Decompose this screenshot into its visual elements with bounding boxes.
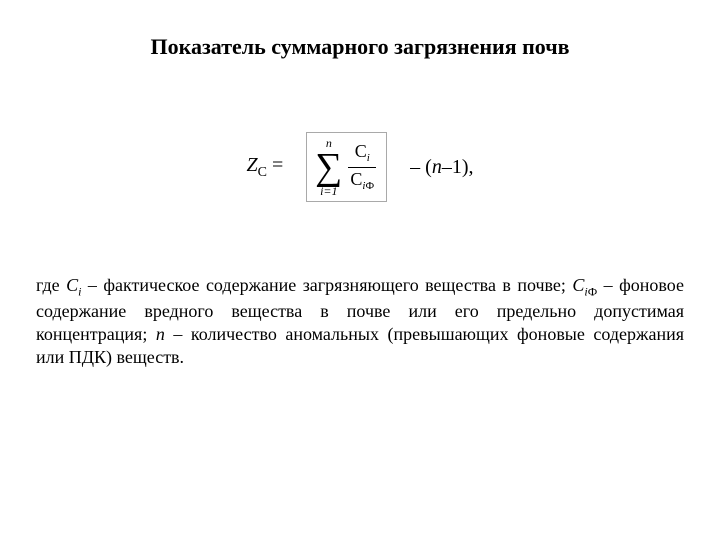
formula-lhs: ZC =: [247, 154, 289, 181]
body-ciphi: CiФ: [572, 275, 597, 295]
num-main: C: [355, 141, 367, 161]
den-sub-phi: Ф: [365, 180, 374, 192]
page-title: Показатель суммарного загрязнения почв: [36, 34, 684, 60]
fraction-denominator: CiФ: [348, 170, 376, 192]
body-ci: Ci: [66, 275, 81, 295]
rhs-suffix: –1),: [442, 156, 474, 178]
fraction-bar: [348, 167, 376, 168]
formula-rhs: – (n–1),: [405, 156, 473, 179]
sigma-block: n ∑ i=1: [315, 137, 342, 197]
lhs-sub: C: [258, 165, 267, 180]
body-ciphi-main: C: [572, 275, 584, 295]
page: Показатель суммарного загрязнения почв Z…: [0, 0, 720, 540]
body-ciphi-sub-phi: Ф: [588, 285, 597, 299]
body-t1: где: [36, 275, 66, 295]
definition-paragraph: где Ci – фактическое содержание загрязня…: [36, 274, 684, 369]
fraction-numerator: Ci: [353, 142, 372, 164]
body-t2: – фактическое содержание загрязняющего в…: [81, 275, 572, 295]
sum-lower-limit: i=1: [320, 185, 337, 197]
body-n: n: [156, 324, 165, 344]
num-sub: i: [367, 153, 370, 165]
fraction: Ci CiФ: [348, 142, 376, 191]
formula-row: ZC = n ∑ i=1 Ci CiФ – (n–1),: [36, 132, 684, 202]
lhs-var: Z: [247, 154, 258, 176]
lhs-eq: =: [267, 154, 288, 176]
rhs-n: n: [432, 156, 442, 178]
den-main: C: [350, 169, 362, 189]
summation-box: n ∑ i=1 Ci CiФ: [306, 132, 387, 202]
sigma-symbol: ∑: [315, 150, 342, 184]
body-ci-main: C: [66, 275, 78, 295]
rhs-prefix: – (: [405, 156, 432, 178]
